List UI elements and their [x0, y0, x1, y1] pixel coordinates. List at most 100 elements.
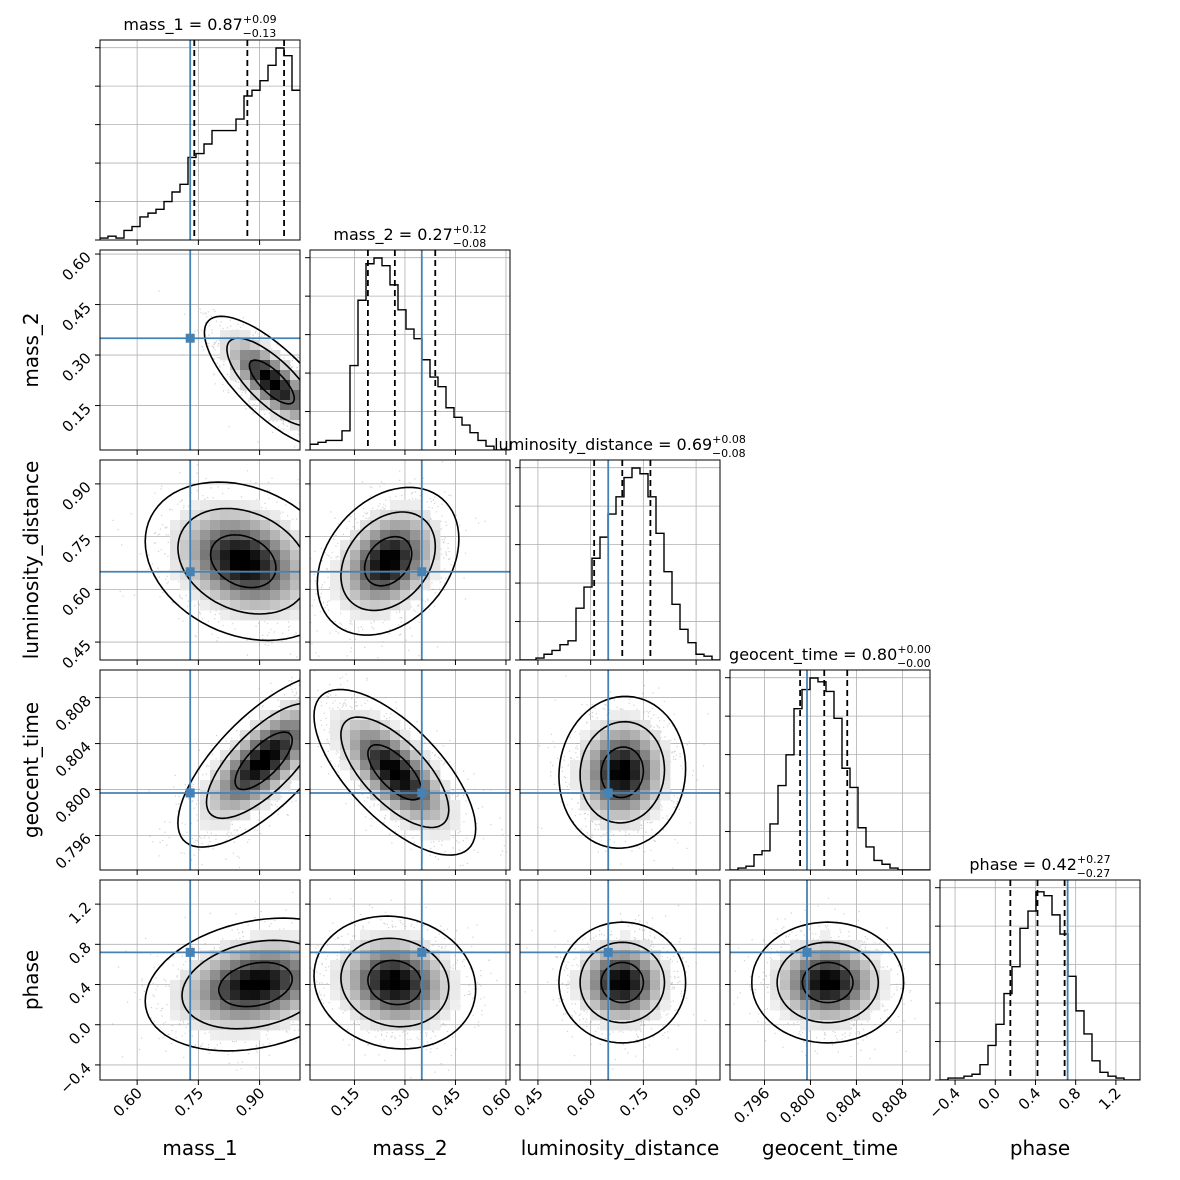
density-cell [290, 560, 300, 571]
density-cell [820, 950, 831, 961]
density-cell [340, 950, 351, 961]
density-cell [600, 820, 611, 831]
density-cell [420, 960, 431, 971]
density-cell [240, 1010, 251, 1021]
density-cell [790, 1000, 801, 1011]
density-cell [260, 960, 271, 971]
density-cell [440, 830, 451, 841]
y-axis-label-phase: phase [19, 950, 43, 1010]
density-cell [590, 790, 601, 801]
density-cell [400, 1010, 411, 1021]
density-cell [440, 970, 451, 981]
density-cell [600, 1000, 611, 1011]
density-cell [410, 960, 421, 971]
density-cell [620, 730, 631, 741]
y-tick-label: 0.4 [65, 979, 95, 1009]
y-tick-label: 1.2 [65, 898, 95, 928]
panel-content [310, 250, 510, 450]
density-cell [370, 570, 381, 581]
density-cell [270, 370, 281, 381]
density-cell [430, 770, 441, 781]
density-cell [390, 930, 401, 941]
density-cell [380, 990, 391, 1001]
density-cell [180, 550, 191, 561]
density-cell [870, 1000, 881, 1011]
density-cell [230, 600, 241, 611]
density-cell [170, 530, 181, 541]
density-cell [780, 960, 791, 971]
density-cell [210, 1010, 221, 1021]
y-tick-label: 0.796 [52, 830, 95, 873]
density-cell [220, 990, 231, 1001]
density-cell [610, 810, 621, 821]
panel-title: luminosity_distance = 0.69+0.08 −0.08 [494, 433, 746, 460]
density-cell [380, 740, 391, 751]
density-cell [390, 550, 401, 561]
density-cell [440, 980, 451, 991]
density-cell [840, 1010, 851, 1021]
density-cell [220, 940, 231, 951]
density-cell [390, 760, 401, 771]
density-cell [210, 820, 221, 831]
density-cell [420, 1020, 431, 1031]
density-cell [200, 500, 211, 511]
density-cell [210, 780, 221, 791]
density-cell [180, 560, 191, 571]
density-cell [180, 1000, 191, 1011]
density-cell [290, 590, 300, 601]
density-cell [220, 580, 231, 591]
density-cell [250, 510, 261, 521]
density-cell [640, 790, 651, 801]
density-cell [860, 980, 871, 991]
truth-marker [603, 788, 613, 798]
density-cell [290, 970, 300, 981]
density-cell [270, 1000, 281, 1011]
density-cell [580, 990, 591, 1001]
density-cell [290, 600, 300, 611]
panel-frame [309, 459, 511, 661]
density-cell [590, 760, 601, 771]
density-cell [350, 740, 361, 751]
x-tick-label: 0.796 [730, 1084, 773, 1127]
density-cell [200, 990, 211, 1001]
x-tick-label: 0.45 [428, 1084, 464, 1120]
density-cell [210, 1000, 221, 1011]
density-cell [790, 1010, 801, 1021]
density-cell [210, 810, 221, 821]
density-cell [260, 760, 271, 771]
density-cell [430, 830, 441, 841]
density-cell [350, 770, 361, 781]
density-cell [410, 790, 421, 801]
density-cell [850, 990, 861, 1001]
density-cell [660, 990, 671, 1001]
density-cell [290, 980, 300, 991]
density-cell [270, 770, 281, 781]
density-cell [250, 720, 261, 731]
density-cell [640, 980, 651, 991]
density-cell [600, 1020, 611, 1031]
density-cell [820, 970, 831, 981]
density-cell [330, 710, 341, 721]
density-cell [270, 950, 281, 961]
panel-content [100, 40, 300, 240]
density-cell [260, 390, 271, 401]
density-cell [240, 790, 251, 801]
density-cell [400, 1000, 411, 1011]
x-tick-label: 0.800 [776, 1084, 819, 1127]
density-cell [250, 610, 261, 621]
density-cell [570, 760, 581, 771]
density-cell [620, 820, 631, 831]
density-cell [230, 340, 241, 351]
y-axis-label-geocent_time: geocent_time [19, 702, 43, 838]
density-cell [400, 600, 411, 611]
density-cell [580, 980, 591, 991]
density-cell [220, 540, 231, 551]
density-cell [590, 800, 601, 811]
density-cell [410, 750, 421, 761]
density-cell [630, 770, 641, 781]
density-cell [220, 330, 231, 341]
density-cell [270, 400, 281, 411]
density-cell [270, 990, 281, 1001]
density-cell [590, 970, 601, 981]
contour-line [205, 702, 300, 820]
